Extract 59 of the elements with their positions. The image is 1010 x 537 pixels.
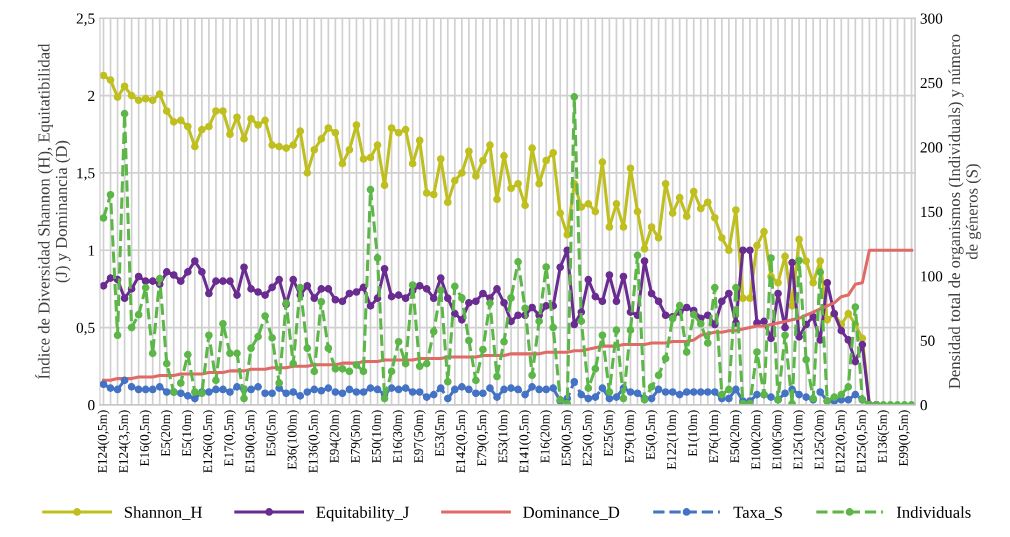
x-tick-label: E124(3,5m) [118, 410, 131, 473]
x-tick-label: E53(10m) [498, 410, 510, 463]
x-tick-label: E100(20m) [750, 410, 763, 470]
x-tick-label: E16(20m) [540, 410, 553, 463]
x-tick-label: E76(10m) [708, 410, 721, 463]
x-tick-label: E136(5m) [877, 410, 890, 463]
legend-label: Shannon_H [124, 506, 202, 520]
x-tick-label: E5(0,5m) [645, 410, 658, 460]
y-axis-title: Índice de Diversidad Shannon (H), Equitatibilidad (J) y Dominancia (D) [35, 43, 71, 379]
y2-tick-label: 100 [921, 271, 943, 282]
x-tick-label: E136(0,5m) [308, 410, 321, 473]
x-tick-label: E36(100m) [287, 410, 300, 470]
y2-tick-label: 300 [920, 13, 943, 24]
y-tick-label: 1 [88, 245, 95, 256]
legend-label: Equitability_J [316, 506, 409, 522]
x-tick-label: E53(5m) [434, 410, 447, 457]
x-tick-label: E79(10m) [624, 410, 637, 463]
x-tick-label: E94(20m) [329, 410, 342, 463]
x-tick-label: E141(0,5m) [519, 410, 532, 473]
x-tick-label: E16(0,5m) [139, 410, 152, 467]
x-tick-label: E1(10m) [687, 410, 700, 457]
x-tick-label: E5(20m) [160, 410, 173, 457]
x-tick-label: E16(30m) [392, 410, 405, 463]
x-tick-label: E150(0,5m) [245, 410, 258, 473]
y2-tick-label: 250 [920, 77, 943, 89]
x-tick-label: E125(0,5m) [856, 410, 869, 473]
y-tick-label: 2,5 [76, 13, 95, 26]
y2-tick-label: 150 [921, 206, 943, 218]
y2-tick-label: 200 [920, 142, 943, 153]
x-tick-label: E50(5m) [266, 410, 279, 457]
x-tick-label: E25(0,5m) [582, 410, 595, 467]
x-tick-label: E124(0,5m) [97, 410, 110, 473]
x-tick-label: E125(10m) [793, 410, 806, 470]
x-tick-label: E97(50m) [413, 410, 426, 463]
x-tick-label: E50(20m) [729, 410, 742, 463]
legend-label: Individuals [896, 506, 971, 518]
x-tick-label: E142(0,5m) [455, 410, 468, 473]
x-tick-label: E122(10m) [666, 410, 679, 470]
x-tick-label: E126(0,5m) [202, 410, 215, 473]
x-tick-label: E79(0,5m) [476, 410, 489, 467]
x-tick-label: E99(0,5m) [898, 410, 911, 467]
x-tick-label: E122(0,5m) [835, 410, 848, 473]
x-tick-label: E50(10m) [371, 410, 384, 463]
x-tick-label: E5(10m) [181, 410, 194, 457]
legend-label: Taxa_S [733, 506, 782, 520]
x-tick-label: E100(50m) [772, 410, 785, 470]
legend-label: Dominance_D [523, 506, 620, 520]
x-tick-label: E17(0,5m) [224, 410, 236, 467]
y-tick-label: 2 [88, 90, 95, 101]
x-tick-label: E79(50m) [350, 410, 363, 463]
y-tick-label: 1,5 [77, 168, 95, 181]
y-tick-label: 0 [88, 400, 95, 411]
x-tick-label: E125(20m) [814, 410, 827, 470]
y2-tick-label: 0 [920, 400, 927, 411]
x-tick-label: E25(5m) [603, 410, 616, 457]
y-tick-label: 0,5 [76, 322, 95, 336]
x-tick-label: E50(0,5m) [561, 410, 574, 467]
y2-axis-title: Densidad total de organismos (Individuals) y número de géneros (S) [948, 34, 982, 389]
y2-tick-label: 50 [920, 335, 935, 346]
